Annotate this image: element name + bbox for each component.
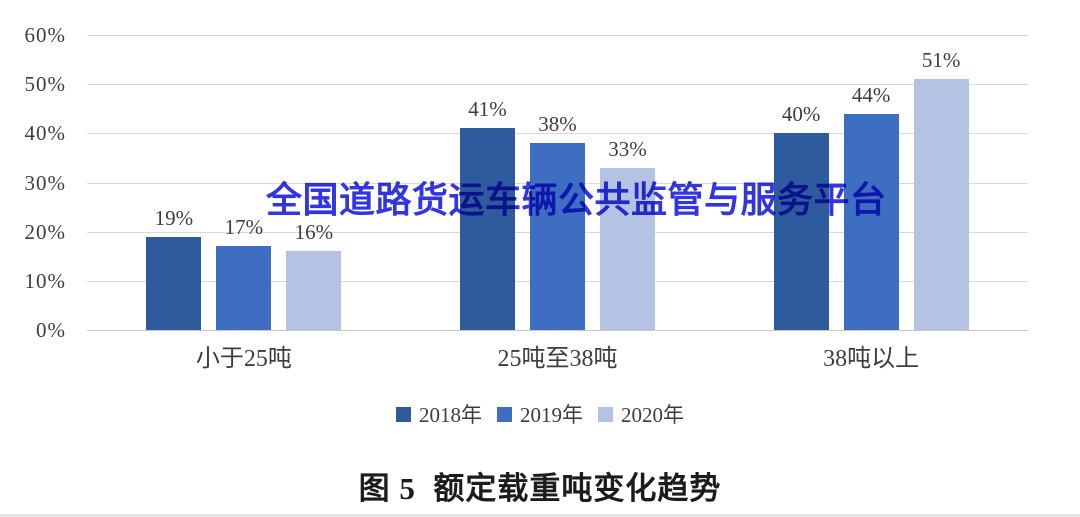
- bar-value-label: 40%: [781, 102, 821, 127]
- y-axis-tick-label: 30%: [24, 170, 66, 195]
- bar-2020年-25吨至38吨: [600, 167, 655, 330]
- legend-item-2020年: 2020年: [598, 399, 684, 429]
- bar-2020年-38吨以上: [913, 79, 969, 330]
- bar-2019年-38吨以上: [843, 113, 899, 330]
- bar-2020年-小于25吨: [286, 251, 342, 330]
- chart-legend: 2018年 2019年 2020年: [0, 399, 1080, 429]
- y-axis-tick-label: 0%: [36, 318, 66, 342]
- x-axis-category-label: 25吨至38吨: [497, 346, 618, 372]
- figure-caption: 图 5 额定载重吨变化趋势: [358, 471, 722, 506]
- legend-label: 2020年: [621, 403, 684, 427]
- bar-value-label: 19%: [154, 205, 194, 230]
- bar-value-label: 44%: [851, 82, 891, 107]
- legend-label: 2019年: [520, 403, 583, 427]
- bar-value-label: 17%: [224, 215, 264, 240]
- bar-2018年-38吨以上: [773, 133, 829, 330]
- gridline-0: [87, 330, 1028, 331]
- bar-value-label: 33%: [608, 136, 647, 161]
- y-axis-tick-label: 20%: [24, 219, 66, 244]
- watermark-text: 全国道路货运车辆公共监管与服务平台: [266, 180, 887, 221]
- legend-label: 2018年: [419, 403, 482, 427]
- page-bottom-divider: [0, 514, 1080, 517]
- x-axis-category-label: 38吨以上: [823, 346, 920, 372]
- legend-item-2019年: 2019年: [497, 399, 583, 429]
- bar-value-label: 38%: [538, 112, 577, 137]
- bar-2018年-25吨至38吨: [460, 128, 515, 330]
- gridline-60: [87, 35, 1028, 36]
- legend-swatch-icon: [497, 406, 512, 422]
- y-axis-tick-label: 10%: [24, 268, 66, 293]
- bar-2018年-小于25吨: [146, 236, 202, 330]
- y-axis-tick-label: 50%: [24, 72, 66, 97]
- bar-value-label: 16%: [294, 220, 334, 245]
- gridline-50: [87, 84, 1028, 86]
- legend-swatch-icon: [598, 406, 613, 422]
- gridline-40: [87, 133, 1028, 135]
- bar-value-label: 51%: [921, 48, 961, 73]
- legend-item-2018年: 2018年: [396, 399, 482, 429]
- bar-2019年-25吨至38吨: [530, 143, 585, 330]
- y-axis-tick-label: 60%: [24, 23, 66, 47]
- x-axis-category-label: 小于25吨: [195, 346, 292, 372]
- y-axis-tick-label: 40%: [24, 121, 66, 146]
- bar-2019年-小于25吨: [216, 246, 272, 330]
- bar-value-label: 41%: [468, 97, 507, 122]
- legend-swatch-icon: [396, 406, 411, 422]
